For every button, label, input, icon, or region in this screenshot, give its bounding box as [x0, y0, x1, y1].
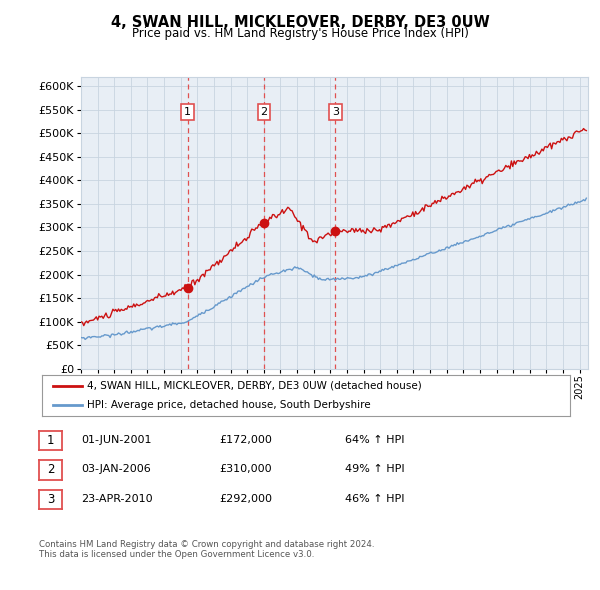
Text: 1: 1: [184, 107, 191, 117]
Text: Contains HM Land Registry data © Crown copyright and database right 2024.: Contains HM Land Registry data © Crown c…: [39, 540, 374, 549]
Text: 01-JUN-2001: 01-JUN-2001: [81, 435, 151, 444]
Text: 64% ↑ HPI: 64% ↑ HPI: [345, 435, 404, 444]
Text: 4, SWAN HILL, MICKLEOVER, DERBY, DE3 0UW (detached house): 4, SWAN HILL, MICKLEOVER, DERBY, DE3 0UW…: [87, 381, 422, 391]
Text: 4, SWAN HILL, MICKLEOVER, DERBY, DE3 0UW: 4, SWAN HILL, MICKLEOVER, DERBY, DE3 0UW: [110, 15, 490, 30]
Text: HPI: Average price, detached house, South Derbyshire: HPI: Average price, detached house, Sout…: [87, 400, 371, 410]
Text: 46% ↑ HPI: 46% ↑ HPI: [345, 494, 404, 503]
Text: 03-JAN-2006: 03-JAN-2006: [81, 464, 151, 474]
Text: 2: 2: [260, 107, 268, 117]
Text: 3: 3: [332, 107, 339, 117]
Text: £310,000: £310,000: [219, 464, 272, 474]
Text: 3: 3: [47, 493, 54, 506]
Text: £172,000: £172,000: [219, 435, 272, 444]
Text: 23-APR-2010: 23-APR-2010: [81, 494, 152, 503]
Text: 2: 2: [47, 463, 54, 477]
Text: 49% ↑ HPI: 49% ↑ HPI: [345, 464, 404, 474]
Text: £292,000: £292,000: [219, 494, 272, 503]
Text: This data is licensed under the Open Government Licence v3.0.: This data is licensed under the Open Gov…: [39, 550, 314, 559]
Text: 1: 1: [47, 434, 54, 447]
Text: Price paid vs. HM Land Registry's House Price Index (HPI): Price paid vs. HM Land Registry's House …: [131, 27, 469, 40]
